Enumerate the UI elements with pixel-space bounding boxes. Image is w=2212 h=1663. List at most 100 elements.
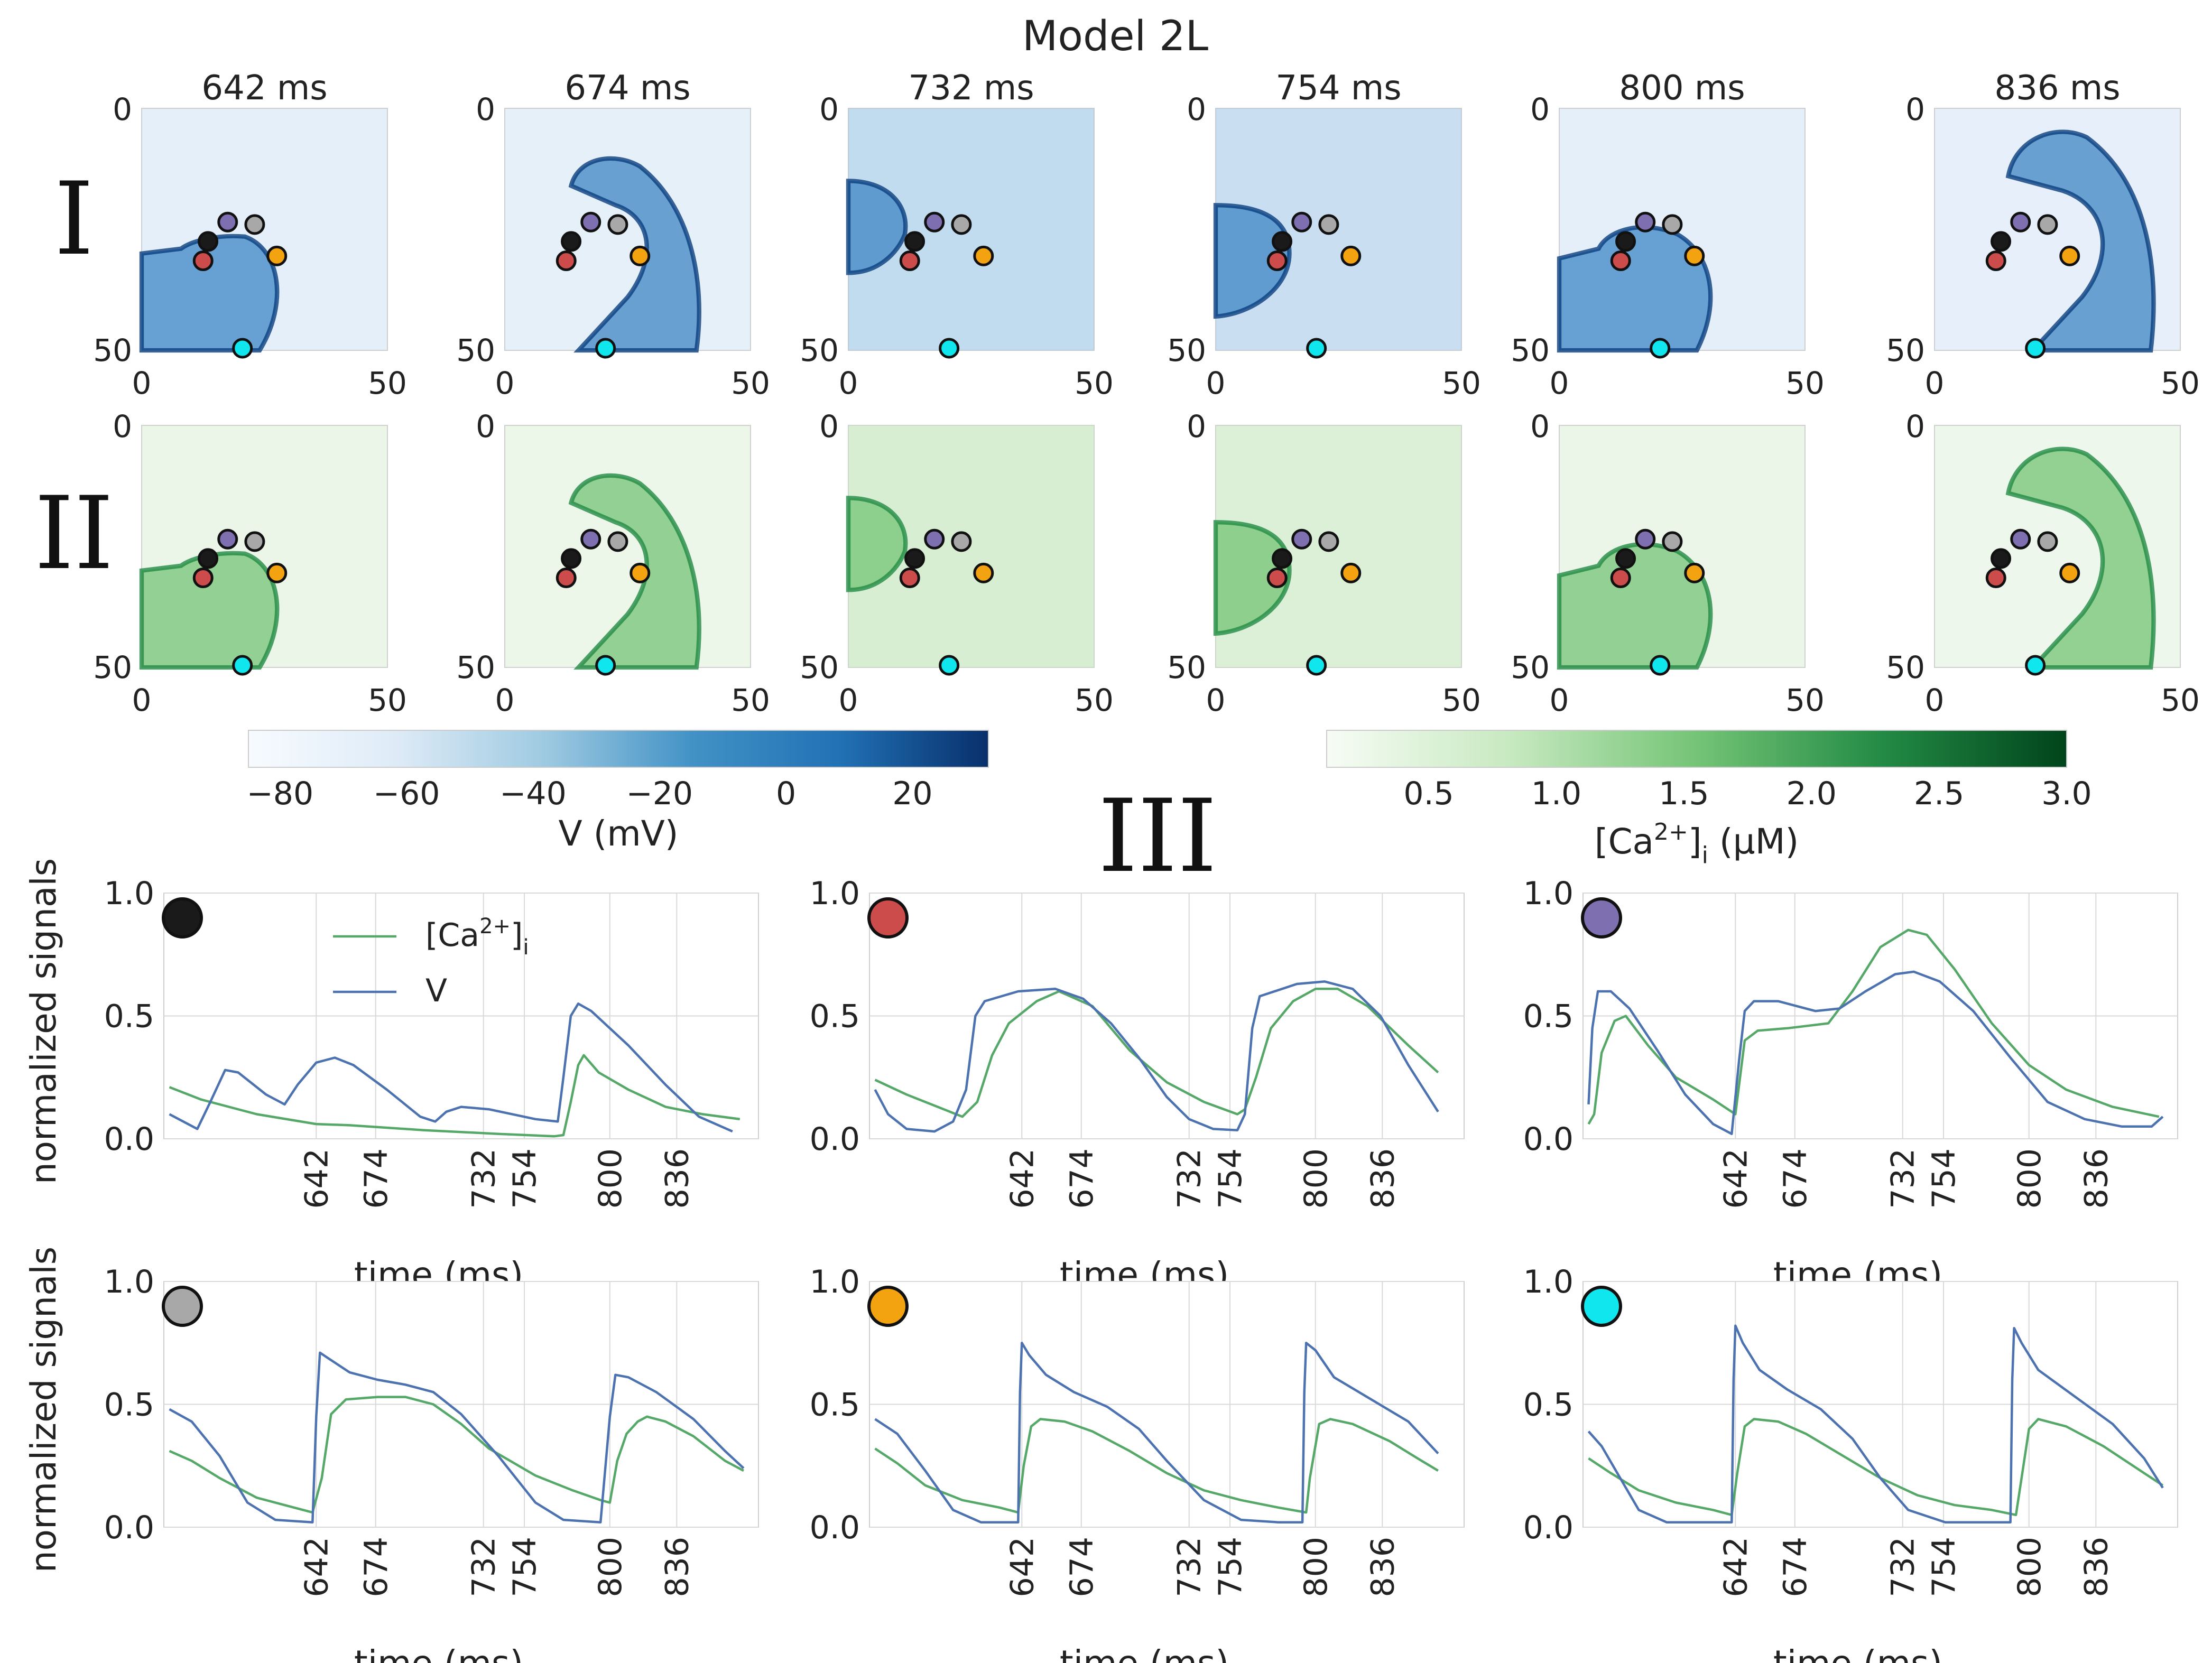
xtick-label: 754 (1212, 1537, 1249, 1597)
probe-grey-marker (951, 214, 972, 235)
probe-black-marker (1991, 548, 2012, 569)
probe-cyan-marker (232, 655, 253, 676)
map-ytick-50: 50 (93, 649, 132, 685)
map-ytick-50: 50 (1511, 649, 1550, 685)
probe-orange-marker (1684, 245, 1705, 266)
map-ytick-0: 0 (1530, 408, 1550, 444)
snapshot-time-4: 800 ms (1619, 69, 1745, 108)
row-label-II: II (34, 475, 114, 592)
probe-red-marker (192, 250, 214, 272)
colorbars: −80 −60 −40 −20 0 20 V (mV) 0.5 1.0 1.5 2.0 2.5 3.0 [… (247, 730, 2092, 869)
probe-orange-marker (266, 245, 288, 266)
map-ytick-0: 0 (1905, 91, 1925, 127)
map-ytick-0: 0 (819, 408, 839, 444)
probe-grey-marker (951, 531, 972, 552)
map-xtick-0: 0 (1925, 365, 1945, 401)
map-xtick-0: 0 (495, 365, 515, 401)
xtick-label: 800 (1298, 1148, 1335, 1209)
probe-purple-marker (2010, 211, 2031, 233)
map-xtick-50: 50 (2161, 365, 2200, 401)
probe-purple-marker (924, 528, 945, 550)
xtick-label: 642 (1717, 1148, 1754, 1209)
probe-grey-marker (2037, 531, 2058, 552)
colorbar-voltage-gradient (248, 730, 989, 768)
probe-purple-marker (580, 211, 601, 233)
snapshot-time-0: 642 ms (201, 69, 327, 108)
probe-cyan-marker (232, 338, 253, 359)
probe-grey-marker (1662, 214, 1683, 235)
probe-red-marker (192, 568, 214, 589)
snapshot-time-1: 674 ms (564, 69, 690, 108)
probe-orange-marker (973, 562, 994, 583)
snapshot-time-3: 754 ms (1275, 69, 1401, 108)
ytick-label: 0.0 (1523, 1509, 1574, 1546)
probe-red-marker (899, 568, 920, 589)
wave-front (142, 553, 277, 667)
wave-front (2008, 132, 2154, 350)
snapshot-time-2: 732 ms (908, 69, 1034, 108)
series-line-v (1587, 970, 2164, 1135)
map-ytick-0: 0 (819, 91, 839, 127)
ytick-label: 1.0 (104, 875, 154, 912)
map-ytick-50: 50 (1511, 332, 1550, 368)
ytick-label: 0.0 (1523, 1121, 1574, 1158)
xtick-label: 732 (1171, 1537, 1208, 1597)
legend: [Ca2+]i V (333, 914, 529, 1009)
series-line-ca (874, 988, 1439, 1118)
xtick-label: 642 (298, 1148, 335, 1209)
probe-orange-marker (2059, 562, 2080, 583)
probe-grey-marker (2037, 214, 2058, 235)
series-line-ca (1588, 1418, 2164, 1517)
xtick-label: 732 (466, 1537, 503, 1597)
xtick-label: 642 (1004, 1148, 1041, 1209)
probe-orange-marker (630, 562, 651, 583)
probe-red-marker (556, 250, 577, 272)
probe-black-marker (198, 548, 219, 569)
xtick-label: 754 (506, 1148, 543, 1209)
probe-purple-marker (2010, 528, 2031, 550)
xtick-label: 800 (592, 1148, 629, 1209)
colorbar-voltage-tick: −20 (626, 775, 693, 812)
colorbar-calcium-label: [Ca2+]i (μM) (1595, 819, 1799, 869)
wave-edge (1557, 542, 1713, 670)
wave-front (1216, 205, 1290, 317)
map-ytick-50: 50 (1886, 332, 1925, 368)
snapshot-time-5: 836 ms (1994, 69, 2120, 108)
probe-grey-marker (607, 531, 628, 552)
probe-orange-marker (1684, 562, 1705, 583)
probe-black-marker (1272, 231, 1293, 252)
probe-cyan-marker (595, 338, 616, 359)
probe-black-marker (904, 231, 925, 252)
probe-badge-black (162, 897, 203, 939)
row-label-I: I (54, 161, 94, 277)
y-axis-label: normalized signals (23, 858, 64, 1184)
wave-edge (568, 473, 701, 670)
map-ytick-50: 50 (456, 649, 495, 685)
ytick-label: 1.0 (1523, 1263, 1574, 1300)
probe-black-marker (561, 231, 582, 252)
xtick-label: 836 (1364, 1537, 1401, 1597)
map-ytick-50: 50 (93, 332, 132, 368)
map-xtick-0: 0 (839, 682, 858, 718)
probe-cyan-marker (2025, 338, 2046, 359)
probe-red-marker (899, 250, 920, 272)
probe-red-marker (1266, 250, 1288, 272)
probe-cyan-marker (595, 655, 616, 676)
series-line-ca (1587, 928, 2160, 1125)
probe-purple-marker (217, 528, 238, 550)
map-xtick-50: 50 (1075, 682, 1114, 718)
probe-cyan-marker (1650, 338, 1671, 359)
ytick-label: 0.5 (104, 998, 154, 1035)
ytick-label: 1.0 (810, 875, 860, 912)
probe-red-marker (1985, 250, 2006, 272)
wave-edge (1213, 520, 1292, 636)
